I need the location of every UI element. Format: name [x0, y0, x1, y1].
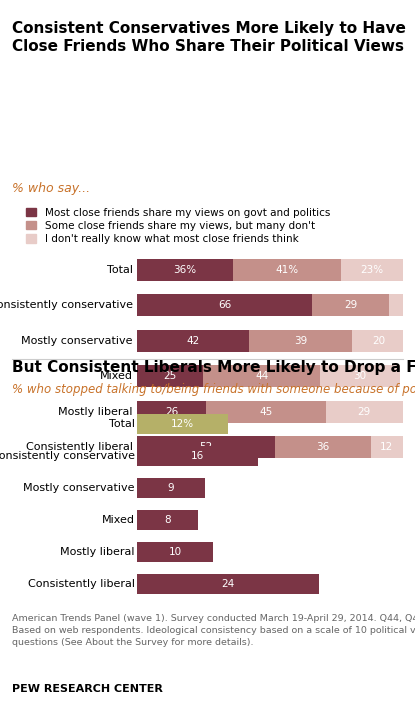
Bar: [137, 436, 275, 459]
Text: Mostly liberal: Mostly liberal: [60, 547, 135, 557]
Text: Consistent Conservatives More Likely to Have
Close Friends Who Share Their Polit: Consistent Conservatives More Likely to …: [12, 21, 406, 54]
Bar: [249, 329, 352, 351]
Text: 66: 66: [218, 300, 231, 310]
Text: Consistently conservative: Consistently conservative: [0, 300, 133, 310]
Text: American Trends Panel (wave 1). Survey conducted March 19-April 29, 2014. Q44, Q: American Trends Panel (wave 1). Survey c…: [12, 614, 415, 647]
Bar: [137, 294, 312, 317]
Bar: [137, 365, 203, 388]
Bar: [320, 365, 400, 388]
Bar: [137, 510, 198, 530]
Bar: [206, 400, 325, 422]
Text: 16: 16: [191, 451, 204, 462]
Text: Total: Total: [109, 419, 135, 430]
Text: 30: 30: [354, 371, 366, 381]
Text: 24: 24: [221, 579, 234, 589]
Text: But Consistent Liberals More Likely to Drop a Friend: But Consistent Liberals More Likely to D…: [12, 360, 415, 375]
Bar: [275, 436, 371, 459]
Bar: [232, 258, 342, 280]
Bar: [137, 258, 232, 280]
Bar: [137, 400, 206, 422]
Text: 9: 9: [168, 483, 174, 493]
Text: 25: 25: [164, 371, 177, 381]
Text: Consistently liberal: Consistently liberal: [28, 579, 135, 589]
Text: 10: 10: [168, 547, 181, 557]
Text: 20: 20: [372, 336, 385, 346]
Bar: [137, 447, 259, 466]
Bar: [371, 436, 403, 459]
Bar: [389, 294, 403, 317]
Text: 26: 26: [165, 407, 178, 417]
Bar: [312, 294, 389, 317]
Bar: [203, 365, 320, 388]
Text: 45: 45: [259, 407, 272, 417]
Text: Mixed: Mixed: [102, 515, 135, 525]
Text: 36%: 36%: [173, 265, 196, 275]
Text: % who stopped talking to/being friends with someone because of politics ...: % who stopped talking to/being friends w…: [12, 383, 415, 396]
Text: 36: 36: [316, 442, 330, 452]
Bar: [137, 542, 213, 562]
Legend: Most close friends share my views on govt and politics, Some close friends share: Most close friends share my views on gov…: [26, 207, 330, 244]
Text: Mixed: Mixed: [100, 371, 133, 381]
Bar: [325, 400, 403, 422]
Text: Mostly liberal: Mostly liberal: [59, 407, 133, 417]
Text: 39: 39: [294, 336, 307, 346]
Bar: [342, 258, 403, 280]
Text: Consistently conservative: Consistently conservative: [0, 451, 135, 462]
Text: Mostly conservative: Mostly conservative: [22, 336, 133, 346]
Text: 52: 52: [199, 442, 212, 452]
Text: 42: 42: [186, 336, 199, 346]
Text: 23%: 23%: [361, 265, 383, 275]
Text: 29: 29: [357, 407, 371, 417]
Text: 44: 44: [255, 371, 269, 381]
Bar: [137, 574, 319, 594]
Text: 41%: 41%: [276, 265, 298, 275]
Text: 8: 8: [164, 515, 171, 525]
Text: 12%: 12%: [171, 419, 194, 430]
Bar: [137, 479, 205, 498]
Text: % who say...: % who say...: [12, 182, 90, 195]
Bar: [137, 329, 249, 351]
Bar: [352, 329, 405, 351]
Text: 12: 12: [380, 442, 393, 452]
Text: 29: 29: [344, 300, 357, 310]
Bar: [137, 415, 228, 434]
Text: Mostly conservative: Mostly conservative: [23, 483, 135, 493]
Text: Total: Total: [107, 265, 133, 275]
Text: Consistently liberal: Consistently liberal: [26, 442, 133, 452]
Text: PEW RESEARCH CENTER: PEW RESEARCH CENTER: [12, 684, 164, 694]
